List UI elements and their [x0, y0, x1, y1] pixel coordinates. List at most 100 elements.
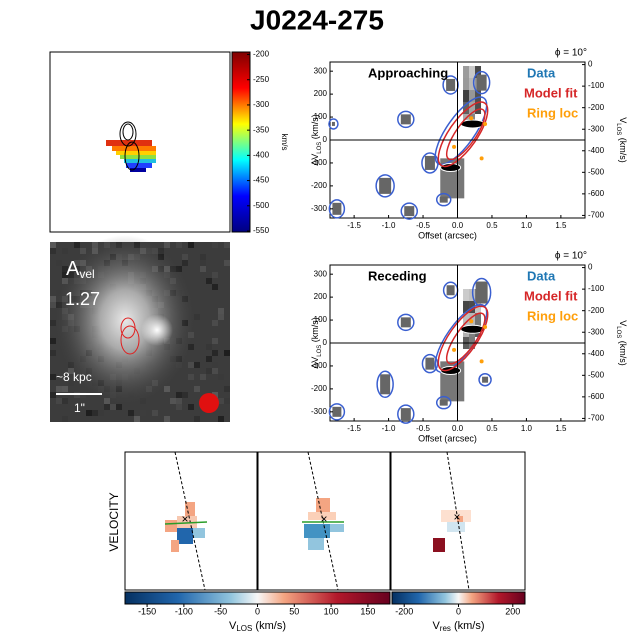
- y2-tick-label: 0: [588, 60, 593, 69]
- noise-pixel: [212, 320, 218, 326]
- legend-entry: Ring loc: [527, 105, 578, 120]
- galaxy-core: [141, 314, 173, 346]
- data-contour: [442, 75, 459, 95]
- scale-text: ~8 kpc: [56, 370, 92, 384]
- label-unit: (km/s): [310, 114, 320, 142]
- label-main: V: [618, 117, 628, 123]
- pv-pixel: [475, 102, 482, 114]
- noise-pixel: [50, 392, 56, 398]
- pv-pixel: [400, 408, 411, 421]
- noise-pixel: [206, 344, 212, 350]
- noise-pixel: [164, 386, 170, 392]
- pv-pixel: [331, 121, 335, 126]
- pv-panel: -1.5 -1.0 -0.5 0.0 0.5 1.0 1.5 300 200 100 0 -100 -2…: [311, 48, 605, 241]
- noise-pixel: [98, 410, 104, 416]
- noise-pixel: [194, 416, 200, 422]
- noise-pixel: [218, 374, 224, 380]
- y-tick-label: 300: [314, 66, 328, 75]
- ring-loc: [479, 156, 484, 161]
- noise-pixel: [62, 398, 68, 404]
- y-tick-label: -300: [311, 407, 328, 416]
- noise-pixel: [140, 410, 146, 416]
- pv-pixel: [475, 90, 482, 102]
- noise-pixel: [188, 374, 194, 380]
- y2-tick-label: -500: [588, 167, 605, 176]
- x-tick-label: -1.5: [347, 221, 361, 230]
- noise-pixel: [206, 356, 212, 362]
- pv-pixel: [463, 90, 470, 102]
- image-label: Avel: [66, 258, 95, 281]
- label-main: ΔV: [310, 357, 320, 369]
- label-sub: LOS: [317, 142, 323, 154]
- noise-pixel: [212, 272, 218, 278]
- x-tick-label: 0.5: [486, 424, 498, 433]
- tick-label: -100: [175, 606, 193, 616]
- data-contour: [375, 174, 395, 198]
- bottom-panels: × × ×: [124, 451, 526, 591]
- x-tick-label: -0.5: [416, 221, 430, 230]
- noise-pixel: [164, 242, 170, 248]
- tick-label: 50: [289, 606, 299, 616]
- noise-pixel: [212, 362, 218, 368]
- pv-pixel: [469, 66, 476, 78]
- tick-label: 100: [324, 606, 339, 616]
- pv-pixel: [446, 285, 455, 296]
- noise-pixel: [188, 362, 194, 368]
- y2-tick-label: -500: [588, 370, 605, 379]
- tick-label: -450: [253, 176, 270, 185]
- ring-loc: [469, 319, 474, 324]
- side-label: VELOCITY: [107, 492, 121, 551]
- y2-tick-label: -200: [588, 306, 605, 315]
- data-contour: [435, 192, 452, 207]
- noise-pixel: [62, 248, 68, 254]
- pv-pixel: [475, 313, 482, 325]
- noise-pixel: [218, 416, 224, 422]
- tick-label: -50: [214, 606, 227, 616]
- noise-pixel: [50, 242, 56, 248]
- noise-pixel: [176, 392, 182, 398]
- pv-pixel: [424, 155, 435, 170]
- axis-label: ΔVLOS (km/s): [310, 317, 322, 369]
- noise-pixel: [212, 242, 218, 248]
- y-tick-label: 0: [323, 338, 328, 347]
- axis-label: ΔVLOS (km/s): [310, 114, 322, 166]
- label-main: ΔV: [310, 154, 320, 166]
- noise-pixel: [176, 242, 182, 248]
- data-contour: [397, 313, 415, 332]
- tick-label: -400: [253, 150, 270, 159]
- phi-label: ϕ = 10°: [555, 251, 587, 262]
- noise-pixel: [128, 410, 134, 416]
- x-tick-label: -0.5: [416, 424, 430, 433]
- legend-entry: Model fit: [524, 85, 578, 100]
- noise-pixel: [224, 386, 230, 392]
- y2-tick-label: -600: [588, 189, 605, 198]
- tick-label: -150: [138, 606, 156, 616]
- pv-pixel: [425, 357, 435, 370]
- tick-label: -200: [253, 50, 270, 59]
- svg-text:×: ×: [181, 512, 188, 526]
- tick-label: 0: [456, 606, 461, 616]
- x-axis-label: Offset (arcsec): [418, 433, 477, 443]
- tick-label: -200: [395, 606, 413, 616]
- noise-pixel: [206, 368, 212, 374]
- pv-pixel: [469, 102, 476, 114]
- noise-pixel: [224, 242, 230, 248]
- label-sub: LOS: [236, 624, 252, 633]
- pv-pixel: [463, 114, 470, 126]
- figure-title: J0224-275: [250, 4, 384, 35]
- noise-pixel: [188, 242, 194, 248]
- panel-title: Approaching: [368, 65, 448, 80]
- pv-pixel: [463, 102, 470, 114]
- label-main: V: [432, 620, 440, 632]
- label-unit: (km/s): [310, 317, 320, 345]
- legend-entry: Ring loc: [527, 308, 578, 323]
- ring-loc: [479, 359, 484, 364]
- y2-tick-label: -100: [588, 81, 605, 90]
- label-sub: vel: [79, 267, 94, 281]
- white-contour: [440, 366, 462, 376]
- noise-pixel: [134, 416, 140, 422]
- image-value: 1.27: [65, 289, 100, 309]
- tick-label: -550: [253, 226, 270, 235]
- data-contour: [434, 96, 488, 166]
